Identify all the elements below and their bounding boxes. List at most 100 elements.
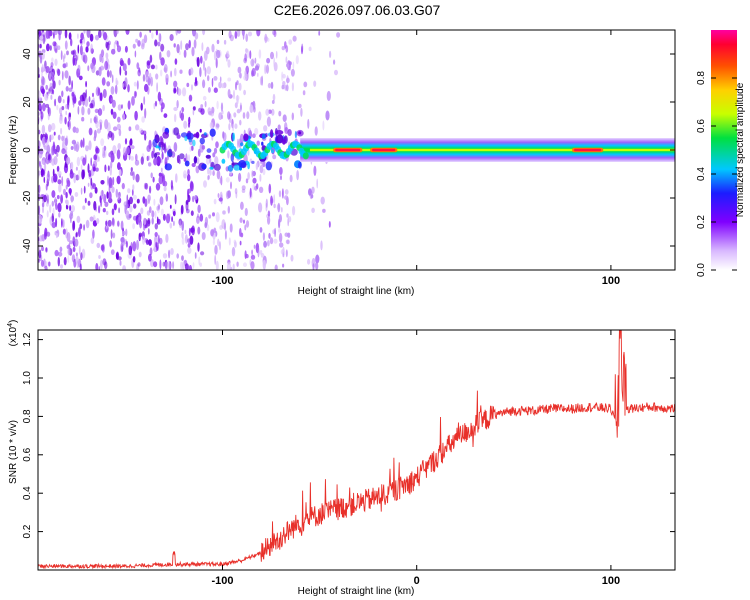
noise-speckle [100, 189, 105, 199]
noise-speckle [65, 228, 68, 239]
onset-blob [265, 161, 272, 171]
noise-speckle [69, 205, 72, 212]
noise-speckle [159, 51, 162, 61]
noise-speckle [246, 111, 250, 120]
noise-speckle [129, 196, 133, 205]
noise-speckle [192, 195, 195, 203]
spectrogram-xtick-label: 100 [602, 275, 620, 287]
noise-speckle [52, 168, 55, 177]
noise-speckle [191, 145, 194, 151]
noise-speckle [286, 213, 289, 218]
noise-speckle [274, 264, 278, 270]
noise-speckle [204, 100, 207, 108]
noise-speckle [180, 261, 183, 270]
noise-speckle [176, 253, 179, 259]
noise-speckle [153, 261, 158, 268]
noise-speckle [109, 240, 112, 248]
noise-speckle [92, 92, 94, 98]
noise-speckle [197, 242, 200, 252]
noise-speckle [55, 202, 58, 211]
noise-speckle [188, 94, 193, 102]
noise-speckle [72, 55, 75, 66]
signal-peak-core [574, 148, 602, 152]
noise-speckle [307, 258, 311, 265]
noise-speckle [138, 233, 141, 242]
noise-speckle [187, 194, 191, 203]
noise-speckle [75, 232, 77, 238]
noise-speckle [251, 67, 256, 77]
noise-speckle [75, 256, 79, 264]
noise-speckle [46, 43, 50, 52]
noise-speckle [165, 193, 168, 202]
noise-speckle [178, 51, 181, 56]
noise-speckle [111, 48, 116, 55]
noise-speckle [206, 224, 210, 232]
noise-speckle [70, 161, 74, 171]
noise-speckle [159, 196, 164, 206]
noise-speckle [70, 205, 75, 213]
noise-speckle [138, 128, 143, 134]
noise-speckle [125, 210, 130, 219]
chart-title: C2E6.2026.097.06.03.G07 [274, 2, 441, 18]
noise-speckle [213, 147, 218, 154]
snr-ytick-label: 0.2 [22, 524, 33, 538]
noise-speckle [40, 259, 44, 267]
noise-speckle [49, 134, 52, 143]
snr-ytick-label: 0.4 [22, 486, 33, 500]
noise-speckle [272, 154, 277, 160]
onset-blob [247, 161, 251, 170]
noise-speckle [175, 173, 178, 183]
noise-speckle [282, 263, 285, 268]
noise-speckle [249, 50, 252, 59]
noise-speckle [44, 93, 49, 101]
noise-speckle [61, 90, 64, 98]
noise-speckle [206, 66, 211, 75]
noise-speckle [69, 240, 73, 245]
noise-speckle [212, 212, 215, 217]
onset-blob [192, 139, 196, 147]
onset-blob [275, 130, 284, 135]
noise-speckle [298, 103, 302, 109]
noise-speckle [333, 59, 336, 65]
noise-speckle [70, 38, 73, 47]
noise-speckle [79, 263, 82, 270]
noise-speckle [125, 146, 130, 155]
noise-speckle [267, 210, 271, 217]
noise-speckle [102, 147, 104, 155]
noise-speckle [266, 37, 270, 42]
noise-speckle [213, 50, 217, 61]
noise-speckle [61, 148, 66, 155]
noise-speckle [99, 92, 103, 102]
noise-speckle [52, 80, 56, 90]
noise-speckle [90, 157, 92, 167]
noise-speckle [113, 41, 116, 51]
noise-speckle [291, 112, 294, 121]
noise-speckle [171, 216, 174, 223]
noise-speckle [191, 84, 193, 91]
snr-ticks: -100 0 100 0.2 0.4 0.6 0.8 1.0 1.2 [22, 330, 675, 587]
noise-speckle [251, 170, 254, 178]
noise-speckle [61, 106, 65, 111]
noise-speckle [173, 107, 178, 111]
noise-speckle [217, 193, 220, 198]
noise-speckle [112, 176, 115, 186]
noise-speckle [241, 185, 246, 191]
noise-speckle [89, 216, 94, 222]
noise-speckle [225, 177, 230, 183]
noise-speckle [157, 203, 160, 214]
noise-speckle [193, 39, 197, 49]
noise-speckle [301, 45, 303, 55]
onset-blob [209, 166, 214, 170]
spectrogram-xtick-label: -100 [211, 275, 233, 287]
noise-speckle [102, 208, 106, 213]
noise-speckle [272, 93, 276, 102]
colorbar-tick-label: 0.8 [696, 71, 707, 85]
noise-speckle [58, 183, 62, 193]
noise-speckle [278, 190, 282, 198]
noise-speckle [264, 33, 268, 44]
noise-speckle [83, 185, 86, 194]
noise-speckle [203, 60, 205, 71]
noise-speckle [63, 257, 67, 266]
noise-speckle [218, 197, 223, 202]
onset-blob [243, 133, 249, 142]
